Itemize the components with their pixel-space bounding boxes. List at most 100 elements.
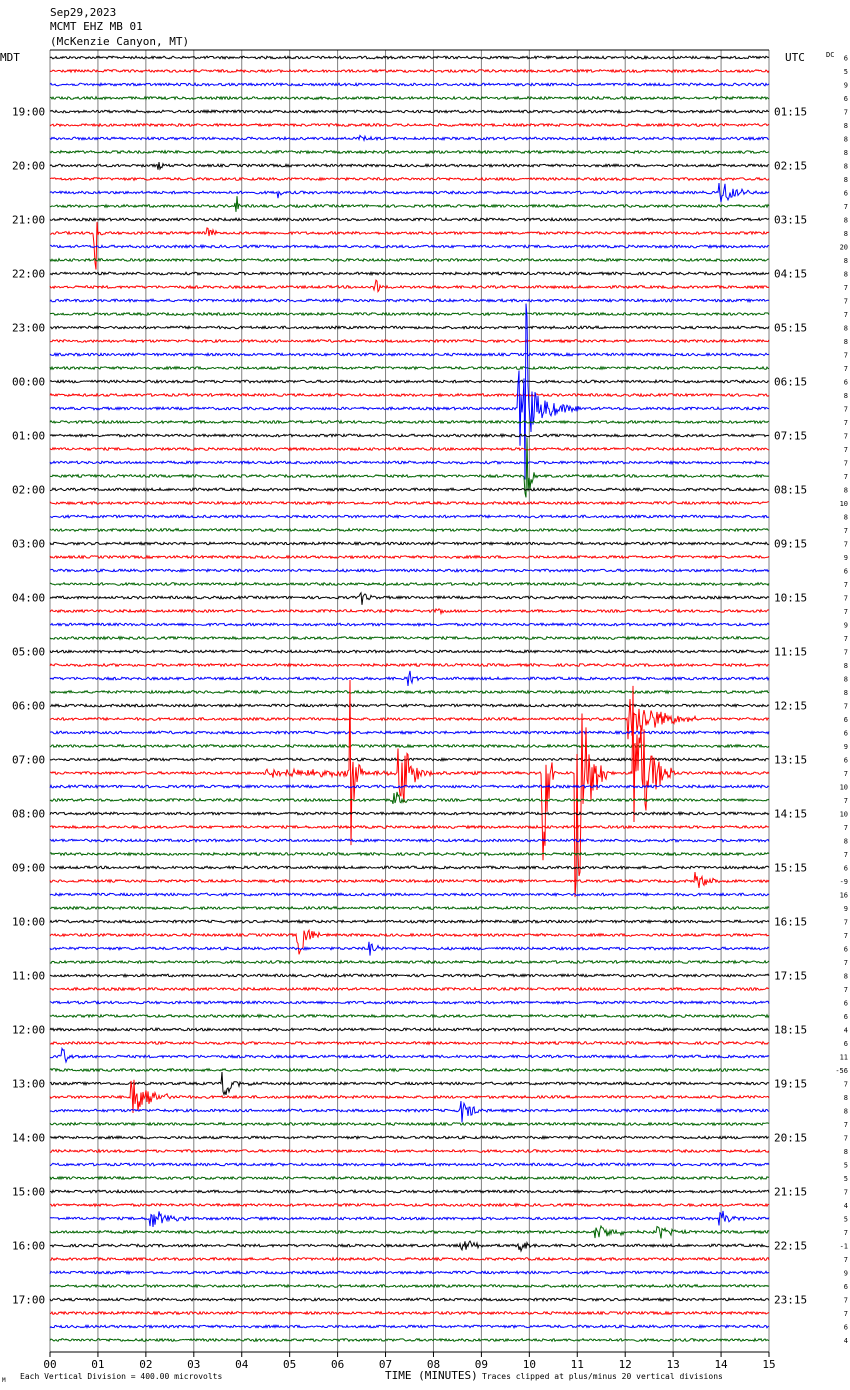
dc-offset-label: 7 <box>844 365 848 373</box>
x-tick-label: 01 <box>91 1358 104 1371</box>
dc-offset-label: 6 <box>844 1040 848 1048</box>
dc-offset-label: 9 <box>844 743 848 751</box>
dc-offset-label: -9 <box>840 878 848 886</box>
trace-line <box>49 1135 770 1141</box>
trace-line <box>49 972 770 978</box>
right-hour-label: 02:15 <box>774 160 807 173</box>
left-hour-label: 10:00 <box>12 916 45 929</box>
dc-offset-label: 8 <box>844 1148 848 1156</box>
trace-line <box>49 1013 770 1019</box>
trace-line <box>49 378 770 384</box>
trace-line <box>49 1202 770 1208</box>
trace-line <box>49 554 770 560</box>
trace-line <box>49 1256 770 1262</box>
left-hour-label: 09:00 <box>12 862 45 875</box>
right-hour-label: 14:15 <box>774 808 807 821</box>
trace-line <box>49 311 770 317</box>
left-hour-label: 12:00 <box>12 1024 45 1037</box>
dc-offset-label: -56 <box>835 1067 848 1075</box>
right-hour-label: 19:15 <box>774 1078 807 1091</box>
left-hour-label: 17:00 <box>12 1294 45 1307</box>
x-tick-label: 09 <box>475 1358 488 1371</box>
dc-offset-label: 7 <box>844 1189 848 1197</box>
x-tick-label: 04 <box>235 1358 249 1371</box>
x-tick-label: 14 <box>714 1358 728 1371</box>
right-hour-label: 15:15 <box>774 862 807 875</box>
dc-offset-label: -1 <box>840 1243 848 1251</box>
trace-line <box>49 1310 770 1316</box>
dc-offset-label: 8 <box>844 338 848 346</box>
trace-line <box>49 871 770 888</box>
trace-line <box>50 622 770 628</box>
dc-offset-label: 7 <box>844 932 848 940</box>
dc-offset-label: 7 <box>844 1135 848 1143</box>
right-hour-label: 03:15 <box>774 214 807 227</box>
dc-offset-label: 7 <box>844 635 848 643</box>
footer: TIME (MINUTES) Each Vertical Division = … <box>2 1369 723 1384</box>
left-hour-label: 14:00 <box>12 1132 45 1145</box>
left-hour-label: 01:00 <box>12 430 45 443</box>
left-hour-label: 20:00 <box>12 160 45 173</box>
dc-offset-label: 6 <box>844 568 848 576</box>
right-hour-label: 18:15 <box>774 1024 807 1037</box>
trace-line <box>49 1121 770 1127</box>
right-hour-label: 08:15 <box>774 484 807 497</box>
date-label: Sep29,2023 <box>50 6 116 19</box>
trace-line <box>49 784 770 789</box>
trace-line <box>49 1161 770 1168</box>
trace-line <box>49 941 770 956</box>
dc-offset-label: 9 <box>844 82 848 90</box>
location-label: (McKenzie Canyon, MT) <box>50 35 189 48</box>
trace-line <box>49 743 770 749</box>
trace-line <box>49 68 770 74</box>
trace-line <box>49 338 770 344</box>
x-tick-label: 00 <box>43 1358 56 1371</box>
dc-offset-label: 7 <box>844 1229 848 1237</box>
dc-offset-label: 6 <box>844 716 848 724</box>
left-hour-label: 03:00 <box>12 538 45 551</box>
dc-offset-label: 7 <box>844 527 848 535</box>
dc-offset-label: 7 <box>844 824 848 832</box>
dc-offset-label: 8 <box>844 176 848 184</box>
trace-line <box>50 325 770 330</box>
trace-line <box>49 1224 770 1239</box>
dc-offset-label: 6 <box>844 757 848 765</box>
right-hour-label: 17:15 <box>774 970 807 983</box>
right-hour-label: 07:15 <box>774 430 807 443</box>
trace-line <box>49 95 770 101</box>
trace-line <box>49 108 770 114</box>
trace-line <box>49 591 770 605</box>
dc-offset-label: 8 <box>844 487 848 495</box>
x-tick-label: 10 <box>523 1358 536 1371</box>
trace-line <box>49 419 770 425</box>
trace-line <box>49 222 770 270</box>
trace-line <box>49 1210 770 1228</box>
dc-offset-label: 7 <box>844 460 848 468</box>
trace-line <box>49 662 770 668</box>
trace-line <box>49 279 770 293</box>
dc-offset-label: 7 <box>844 1297 848 1305</box>
dc-offset-label: 8 <box>844 217 848 225</box>
dc-offset-label: 9 <box>844 1270 848 1278</box>
trace-line <box>49 183 770 203</box>
trace-line <box>49 257 770 263</box>
trace-line <box>49 791 770 805</box>
left-hour-label: 16:00 <box>12 1240 45 1253</box>
trace-line <box>49 81 770 87</box>
x-tick-label: 13 <box>667 1358 680 1371</box>
left-hour-label: 15:00 <box>12 1186 45 1199</box>
dc-offset-label: 6 <box>844 379 848 387</box>
trace-line <box>49 1175 770 1181</box>
traces-group <box>49 54 770 1343</box>
dc-offset-label: 7 <box>844 352 848 360</box>
trace-line <box>49 703 770 708</box>
dc-offset-label: 20 <box>840 244 848 252</box>
right-hour-label: 01:15 <box>774 106 807 119</box>
trace-line <box>49 824 770 830</box>
dc-offset-label: 9 <box>844 905 848 913</box>
right-hour-label: 22:15 <box>774 1240 807 1253</box>
trace-line <box>49 1324 770 1330</box>
trace-line <box>49 303 770 480</box>
dc-offset-label: 6 <box>844 1283 848 1291</box>
